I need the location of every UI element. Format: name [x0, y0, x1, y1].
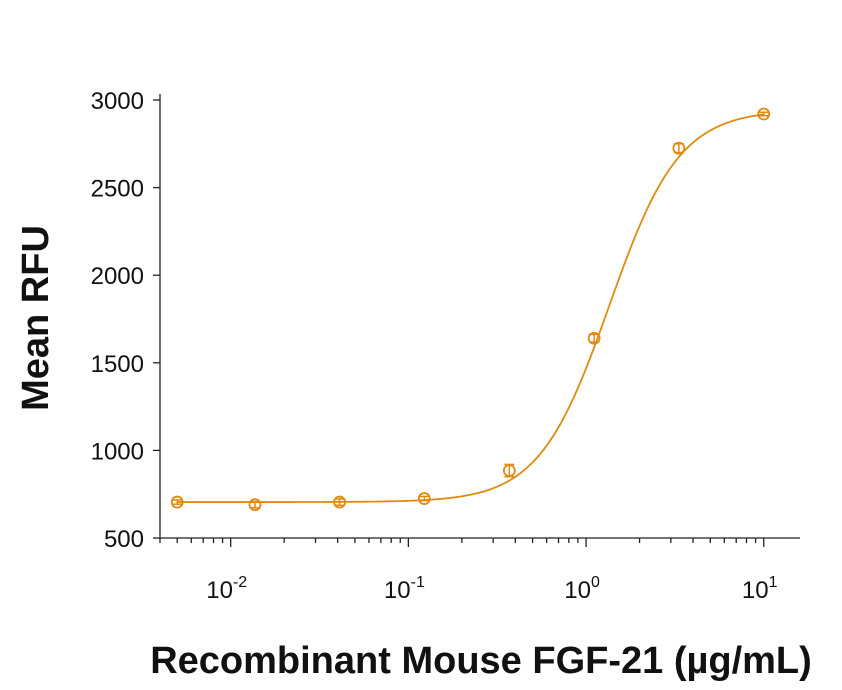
x-tick-label-exponent: -2 [233, 574, 247, 591]
y-tick-label: 2500 [91, 176, 144, 203]
data-point [248, 498, 262, 512]
marker-circle [672, 141, 686, 155]
data-point [587, 331, 601, 345]
marker-circle [502, 464, 516, 477]
data-point [502, 463, 516, 478]
marker-circle [248, 498, 262, 512]
y-tick-label: 500 [104, 526, 144, 553]
data-point [757, 107, 771, 121]
x-tick-label-base: 10 [742, 577, 769, 604]
y-tick-label: 1500 [91, 351, 144, 378]
data-points [170, 107, 771, 512]
x-tick-label: 100 [564, 574, 600, 604]
x-tick-label-base: 10 [564, 577, 591, 604]
x-tick-label: 101 [742, 574, 778, 604]
y-tick-label: 3000 [91, 88, 144, 115]
marker-circle [333, 495, 346, 509]
y-tick-label: 2000 [91, 263, 144, 290]
x-axis-title: Recombinant Mouse FGF-21 (µg/mL) [150, 640, 812, 682]
marker-circle [587, 331, 601, 345]
y-axis-title: Mean RFU [15, 225, 57, 411]
x-tick-label-base: 10 [384, 577, 411, 604]
x-tick-label-exponent: -1 [411, 574, 425, 591]
fit-line [177, 113, 764, 503]
marker-circle [757, 107, 771, 121]
y-tick-label: 1000 [91, 438, 144, 465]
x-tick-label-base: 10 [206, 577, 233, 604]
marker-circle [417, 492, 431, 505]
x-tick-label-exponent: 1 [769, 574, 778, 591]
data-point [417, 492, 431, 505]
x-tick-label: 10-2 [206, 574, 247, 604]
data-point [333, 495, 346, 509]
x-tick-label-exponent: 0 [591, 574, 600, 591]
x-tick-label: 10-1 [384, 574, 425, 604]
fit-curve [177, 113, 764, 503]
data-point [170, 495, 184, 509]
marker-circle [170, 495, 184, 509]
data-point [672, 141, 686, 155]
